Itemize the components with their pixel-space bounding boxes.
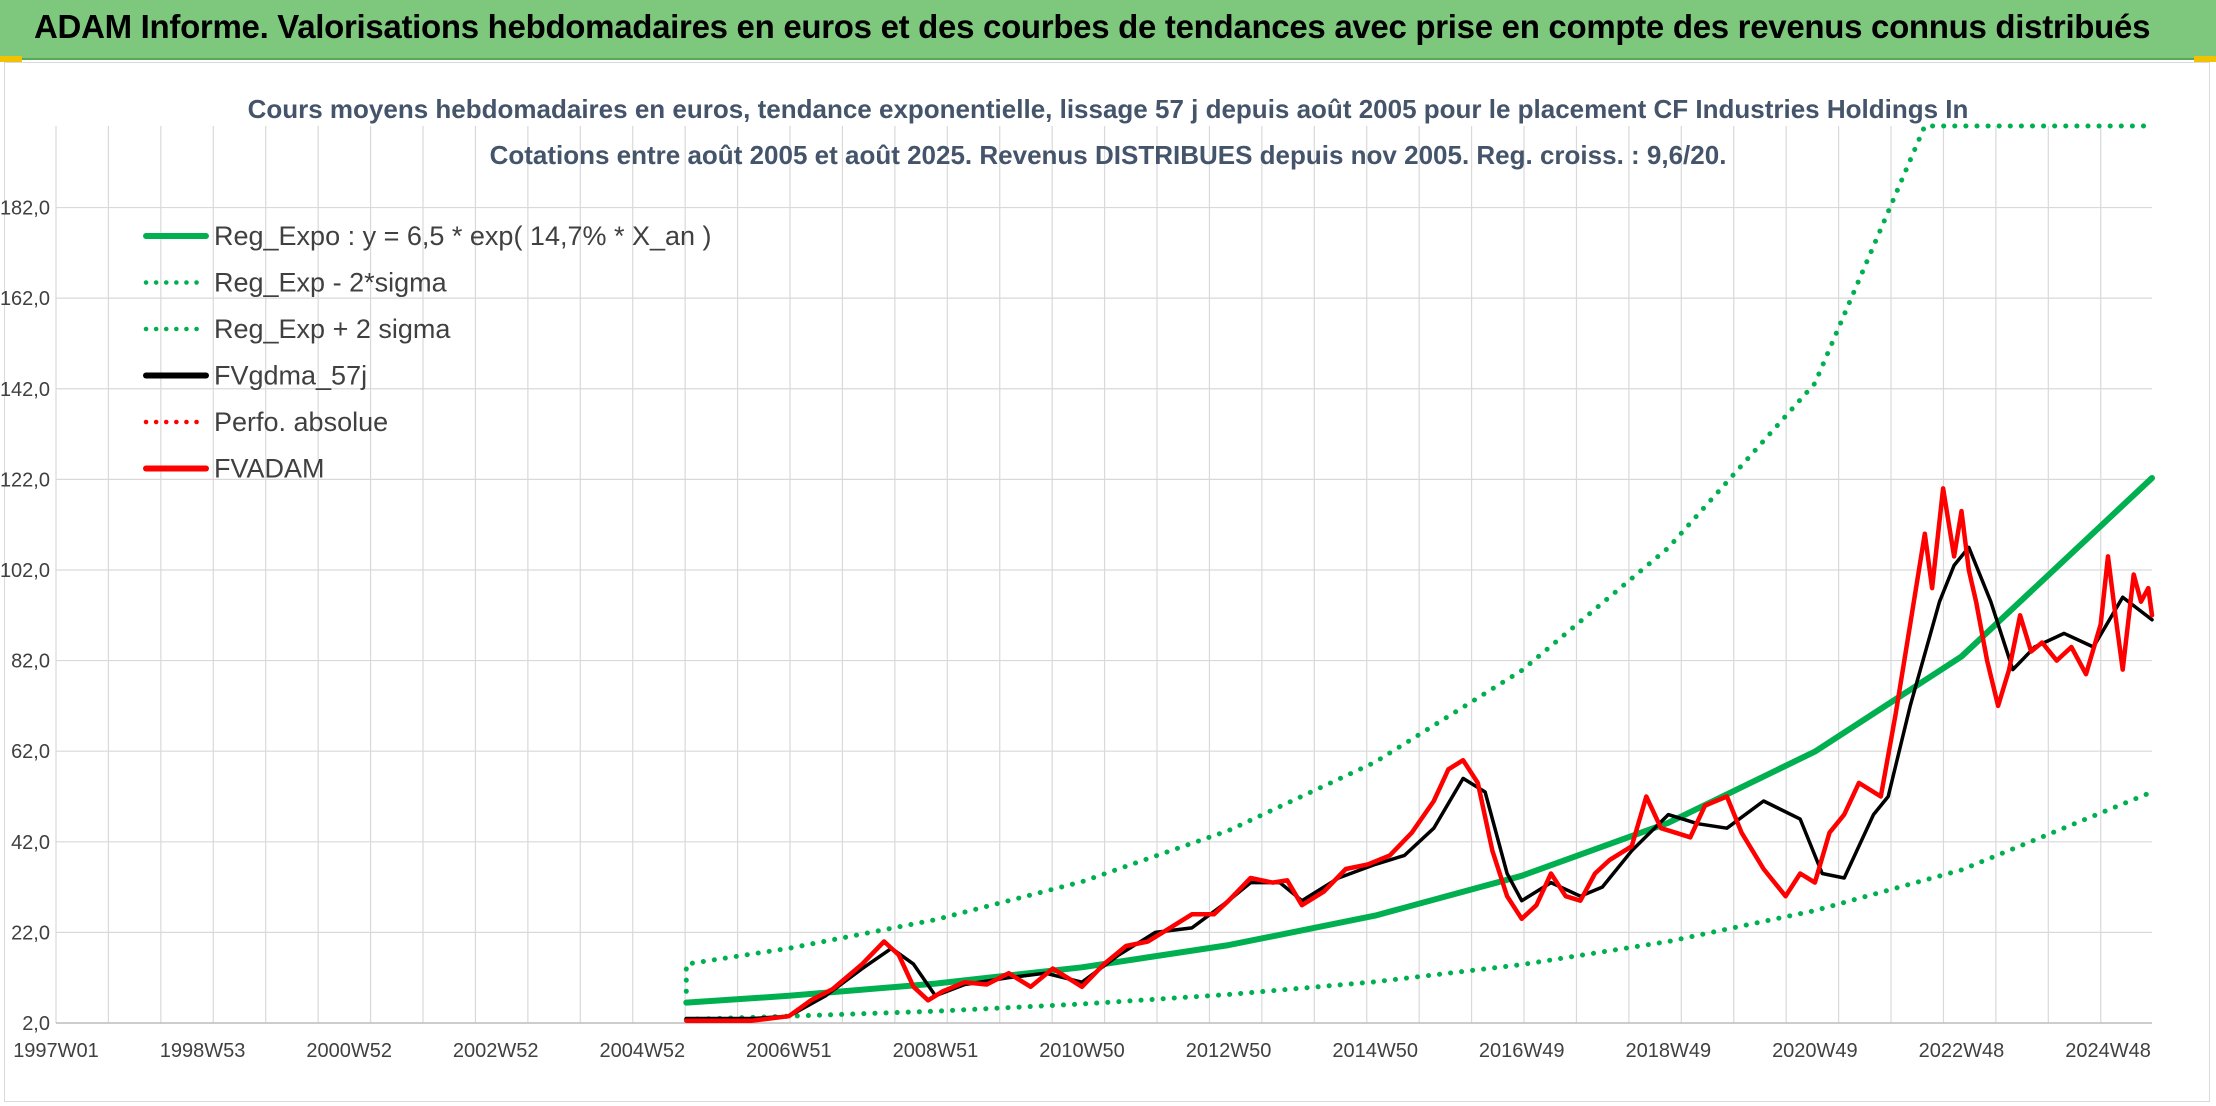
y-tick-label: 142,0: [0, 379, 50, 401]
x-tick-label: 2006W51: [746, 1040, 832, 1062]
legend-label: FVADAM: [214, 454, 325, 484]
x-tick-label: 2024W48: [2065, 1040, 2151, 1062]
x-tick-label: 2004W52: [599, 1040, 685, 1062]
y-tick-label: 82,0: [11, 651, 50, 673]
x-tick-label: 2010W50: [1039, 1040, 1125, 1062]
chart-title-line-2: Cotations entre août 2005 et août 2025. …: [490, 140, 1727, 170]
y-tick-label: 22,0: [11, 922, 50, 944]
x-tick-label: 2014W50: [1332, 1040, 1418, 1062]
series-line-0: [683, 475, 2155, 1006]
x-tick-label: 2012W50: [1186, 1040, 1272, 1062]
x-tick-label: 2018W49: [1625, 1040, 1711, 1062]
report-title: ADAM Informe. Valorisations hebdomadaire…: [34, 8, 2151, 45]
corner-mark-left: [0, 56, 22, 62]
x-tick-label: 2020W49: [1772, 1040, 1858, 1062]
series-line-5: [684, 486, 2155, 1023]
x-tick-label: 2002W52: [453, 1040, 539, 1062]
grid-lines: [55, 126, 2152, 1024]
legend-label: Reg_Expo : y = 6,5 * exp( 14,7% * X_an ): [214, 221, 712, 251]
x-tick-label: 2016W49: [1479, 1040, 1565, 1062]
series-lines: [683, 123, 2155, 1023]
corner-mark-right: [2194, 56, 2216, 62]
legend-label: Reg_Exp - 2*sigma: [214, 268, 448, 298]
legend-label: Perfo. absolue: [214, 407, 388, 437]
x-tick-label: 2008W51: [893, 1040, 979, 1062]
x-axis-ticks: 1997W01 1998W53 2000W52 2002W52 2004W52 2006W…: [13, 1040, 2151, 1062]
x-tick-label: 1997W01: [13, 1040, 99, 1062]
legend-label: FVgdma_57j: [214, 361, 367, 391]
x-tick-label: 1998W53: [160, 1040, 246, 1062]
chart-frame: [4, 62, 2210, 1102]
y-tick-label: 162,0: [0, 288, 50, 310]
chart-legend: Reg_Expo : y = 6,5 * exp( 14,7% * X_an )…: [143, 221, 712, 484]
y-tick-label: 102,0: [0, 560, 50, 582]
series-line-2: [683, 123, 2155, 994]
y-tick-label: 62,0: [11, 741, 50, 763]
y-tick-label: 42,0: [11, 832, 50, 854]
x-tick-label: 2022W48: [1919, 1040, 2005, 1062]
series-line-1: [683, 789, 2155, 1022]
chart-title-line-1: Cours moyens hebdomadaires en euros, ten…: [248, 94, 1969, 124]
y-tick-label: 2,0: [22, 1013, 50, 1035]
y-axis-ticks: 2,0 22,0 42,0 62,0 82,0 102,0 122,0 142,0 162,0 1…: [0, 198, 50, 1035]
y-tick-label: 182,0: [0, 198, 50, 220]
report-banner: ADAM Informe. Valorisations hebdomadaire…: [0, 0, 2216, 60]
legend-label: Reg_Exp + 2 sigma: [214, 314, 451, 344]
y-tick-label: 122,0: [0, 469, 50, 491]
x-tick-label: 2000W52: [306, 1040, 392, 1062]
